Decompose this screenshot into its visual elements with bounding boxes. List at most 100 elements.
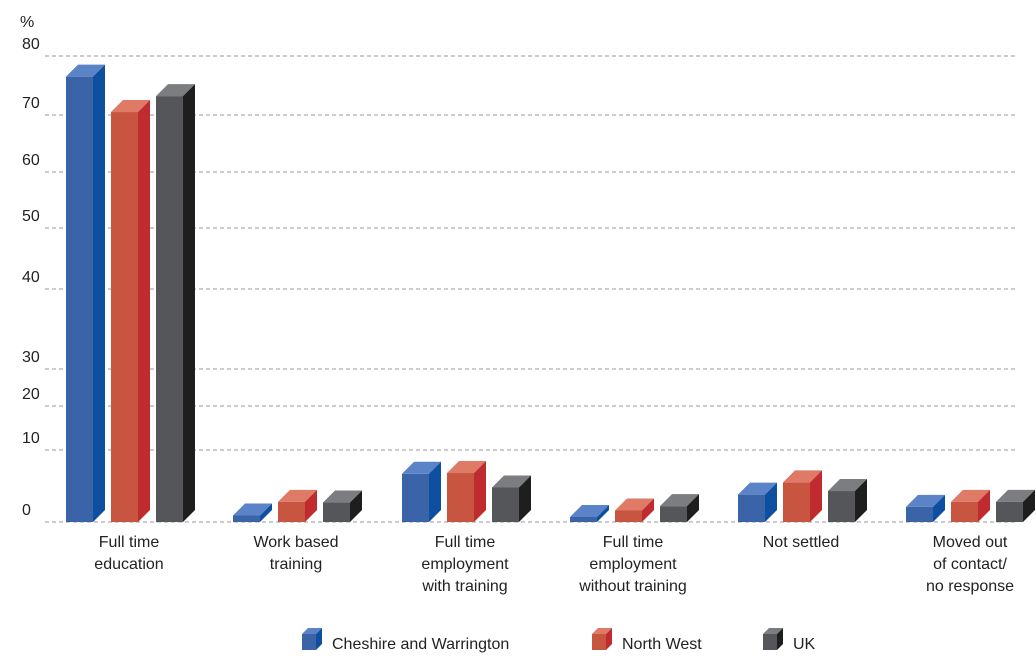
bar-front-face (570, 516, 597, 522)
bar-top-face (156, 84, 195, 97)
bar-top-face (111, 100, 150, 113)
bar-cheshire-and-warrington-1 (233, 503, 272, 522)
bar-side-face (687, 494, 699, 522)
bar-uk-1 (323, 490, 362, 522)
bar-top-face (570, 504, 609, 517)
y-tick-label-0: 0 (22, 502, 31, 519)
bar-front-face (447, 473, 474, 522)
bar-side-face (978, 489, 990, 522)
y-tick-label-60: 60 (22, 152, 40, 169)
y-tick-label-40: 40 (22, 269, 40, 286)
bar-side-face (765, 482, 777, 522)
bar-front-face (783, 482, 810, 522)
y-tick-label-30: 30 (22, 349, 40, 366)
bar-top-face (783, 470, 822, 483)
bar-side-face (183, 84, 195, 523)
bar-side-face (933, 494, 945, 522)
category-label-5: Moved out of contact/no response (926, 534, 1014, 595)
y-tick-label-50: 50 (22, 208, 40, 225)
bar-north-west-2 (447, 461, 486, 522)
category-labels: Full time education Work based training Full… (94, 534, 1014, 595)
y-tick-label-20: 20 (22, 386, 40, 403)
category-label-0: Full time education (94, 534, 163, 573)
bar-side-face (855, 479, 867, 522)
bar-cheshire-and-warrington-3 (570, 504, 609, 522)
bar-side-face (350, 490, 362, 522)
bar-cheshire-and-warrington-0 (66, 64, 105, 523)
y-axis-unit-label: % (20, 14, 34, 31)
legend-label: North West (622, 636, 702, 653)
bar-top-face (323, 490, 362, 503)
bar-side-face (810, 470, 822, 522)
category-label-3: Full time employment without training (578, 534, 687, 595)
bar-front-face (492, 487, 519, 522)
category-label-4: Not settled (763, 534, 839, 551)
bar-front-face (906, 506, 933, 522)
legend-swatch (592, 628, 612, 650)
bar-side-face (260, 503, 272, 522)
bar-top-face (492, 475, 531, 488)
bar-top-face (615, 498, 654, 511)
bar-uk-2 (492, 475, 531, 522)
y-tick-label-10: 10 (22, 430, 40, 447)
bar-uk-3 (660, 494, 699, 522)
bar-top-face (402, 461, 441, 474)
bar-top-face (951, 489, 990, 502)
bar-layer (66, 64, 1035, 523)
bar-uk-4 (828, 479, 867, 522)
bar-front-face (951, 501, 978, 522)
y-tick-labels: 0 10 20 30 40 50 60 70 80 (22, 36, 40, 519)
grid-layer (45, 55, 1016, 523)
y-tick-label-80: 80 (22, 36, 40, 53)
bar-side-face (1023, 489, 1035, 522)
bar-north-west-4 (783, 470, 822, 522)
bar-north-west-1 (278, 489, 317, 522)
category-label-2: Full time employment with training (421, 534, 509, 595)
legend-item-north-west: North West (592, 628, 702, 653)
bar-side-face (642, 498, 654, 522)
bar-uk-0 (156, 84, 195, 523)
bar-north-west-0 (111, 100, 150, 523)
bar-front-face (402, 473, 429, 522)
legend-label: UK (793, 636, 816, 653)
category-label-1: Work based training (253, 534, 338, 573)
bar-front-face (660, 506, 687, 522)
bar-top-face (66, 64, 105, 77)
bar-uk-5 (996, 489, 1035, 522)
legend-item-uk: UK (763, 628, 816, 653)
bar-front-face (233, 515, 260, 522)
bar-north-west-3 (615, 498, 654, 522)
bar-front-face (111, 112, 138, 523)
bar-cheshire-and-warrington-4 (738, 482, 777, 522)
bar-side-face (138, 100, 150, 523)
bar-side-face (519, 475, 531, 522)
legend-item-cheshire-and-warrington: Cheshire and Warrington (302, 628, 509, 653)
bar-front-face (323, 502, 350, 522)
bar-side-face (429, 461, 441, 522)
bar-front-face (996, 501, 1023, 522)
bar-top-face (996, 489, 1035, 502)
bar-front-face (278, 501, 305, 522)
bar-top-face (278, 489, 317, 502)
bar-top-face (660, 494, 699, 507)
y-tick-label-70: 70 (22, 95, 40, 112)
bar-front-face (828, 491, 855, 522)
bar-north-west-5 (951, 489, 990, 522)
legend-swatch (763, 628, 783, 650)
bar-cheshire-and-warrington-5 (906, 494, 945, 522)
bar-top-face (447, 461, 486, 474)
bar-front-face (738, 494, 765, 522)
bar-front-face (615, 510, 642, 522)
bar-side-face (93, 64, 105, 523)
bar-top-face (233, 503, 272, 516)
legend: Cheshire and Warrington North West UK (302, 628, 816, 653)
bar-side-face (597, 504, 609, 522)
bar-side-face (474, 461, 486, 522)
bar-cheshire-and-warrington-2 (402, 461, 441, 522)
bar-front-face (156, 96, 183, 523)
bar-top-face (828, 479, 867, 492)
bar-front-face (66, 76, 93, 523)
bar-side-face (305, 489, 317, 522)
